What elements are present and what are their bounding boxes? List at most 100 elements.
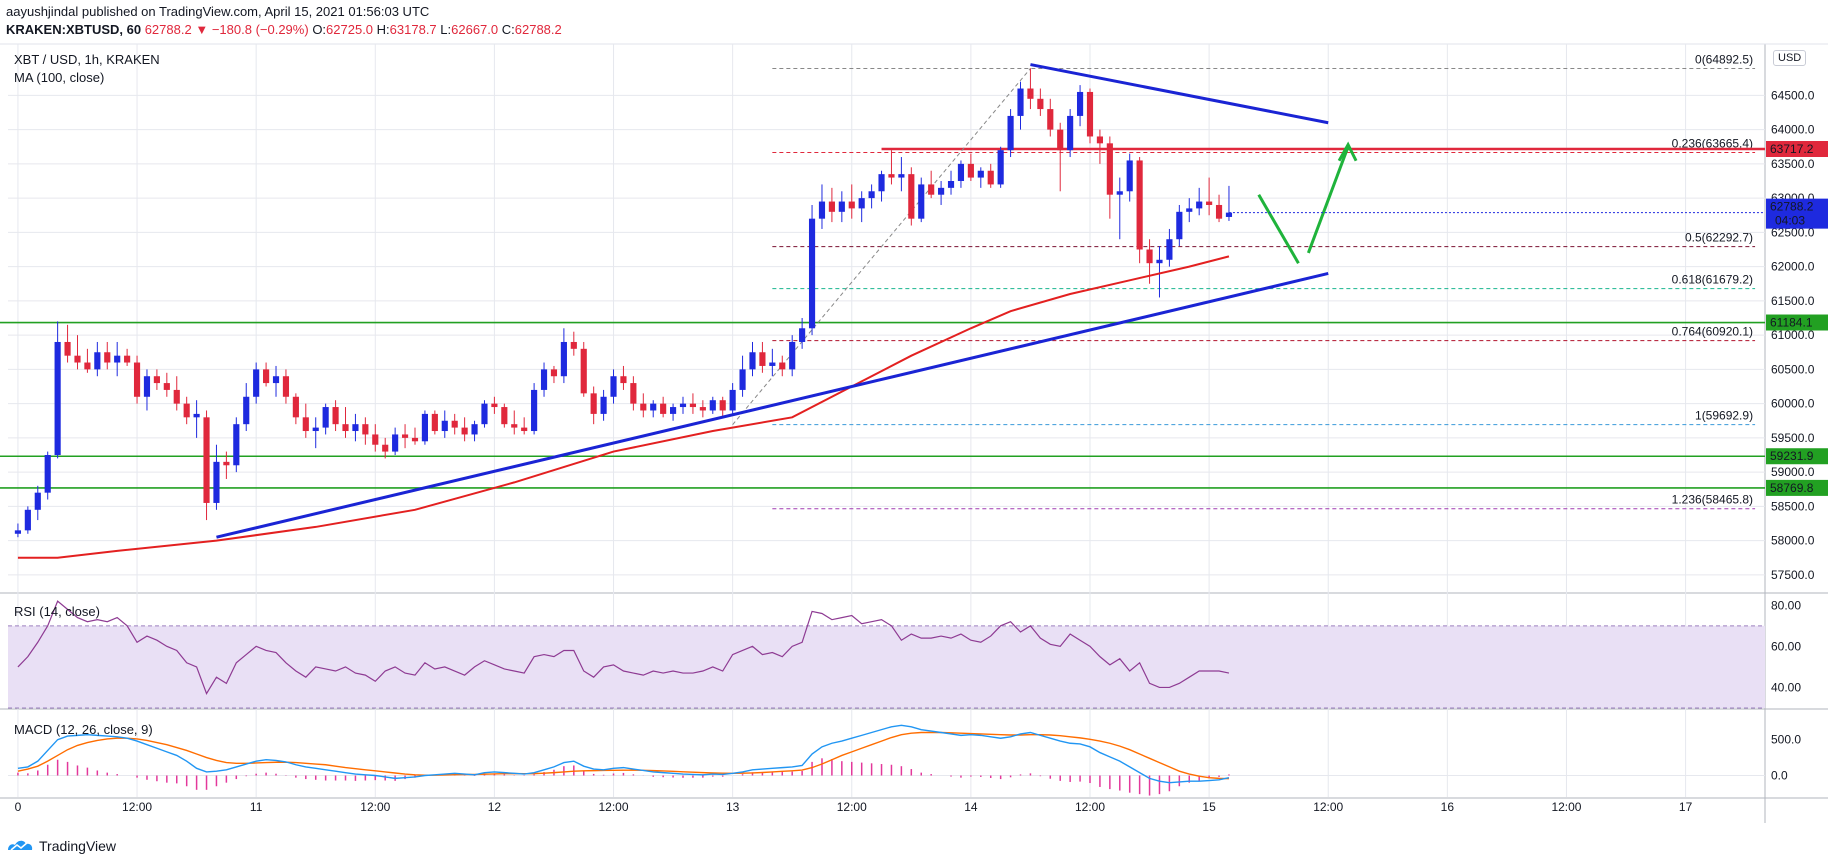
tradingview-footer[interactable]: TradingView — [6, 838, 116, 854]
fibonacci-level-label: 0.5(62292.7) — [1685, 231, 1753, 245]
time-tick-label: 12:00 — [599, 800, 629, 814]
macd-legend: MACD (12, 26, close, 9) — [14, 722, 153, 737]
price-level-tag-label: 63717.2 — [1770, 142, 1814, 156]
fibonacci-level-label: 0.236(63665.4) — [1672, 137, 1753, 151]
candle-body — [24, 509, 31, 531]
author-name[interactable]: aayushjindal — [6, 4, 79, 19]
candle-body — [1067, 115, 1074, 151]
candle-body — [580, 348, 587, 394]
price-change: −180.8 (−0.29%) — [211, 22, 309, 37]
time-tick-label: 12:00 — [1313, 800, 1343, 814]
candle-body — [1126, 160, 1133, 192]
candle-body — [193, 413, 200, 418]
price-level-tag-label: 61184.1 — [1770, 316, 1813, 330]
bar-countdown-label: 04:03 — [1775, 214, 1805, 228]
candle-body — [521, 427, 528, 432]
time-tick-label: 15 — [1202, 800, 1216, 814]
candle-body — [1225, 212, 1233, 217]
candle-body — [461, 427, 468, 435]
candle-body — [1136, 160, 1143, 250]
low-label: L: — [440, 22, 452, 37]
candle-body — [74, 355, 81, 363]
candle-body — [272, 376, 280, 384]
price-tick-label: 59000.0 — [1771, 465, 1815, 479]
candle-body — [1007, 115, 1014, 151]
last-price-value: 62788.2 — [144, 22, 192, 37]
candle-body — [600, 396, 607, 414]
candle-body — [94, 352, 101, 370]
candle-body — [1017, 88, 1024, 116]
candle-body — [848, 201, 855, 209]
price-tick-label: 59500.0 — [1771, 431, 1815, 445]
candle-body — [392, 434, 399, 452]
candle-body — [302, 417, 309, 432]
candle-body — [789, 341, 796, 370]
candle-body — [610, 376, 617, 397]
candle-body — [411, 437, 419, 442]
candle-body — [560, 341, 567, 377]
price-tick-label: 64500.0 — [1771, 88, 1815, 102]
price-tick-label: 63500.0 — [1771, 157, 1815, 171]
fibonacci-level-label: 0(64892.5) — [1695, 52, 1753, 66]
candle-body — [868, 191, 875, 199]
candle-body — [401, 434, 409, 438]
macd-signal-line — [17, 731, 1229, 780]
time-tick-label: 12:00 — [837, 800, 867, 814]
candle-body — [987, 170, 994, 185]
price-tick-label: 57500.0 — [1771, 568, 1815, 582]
candle-body — [977, 170, 984, 178]
price-tick-label: 62500.0 — [1771, 225, 1815, 239]
candle-body — [531, 389, 538, 432]
last-price-tag — [1766, 198, 1828, 229]
price-tick-label: 62000.0 — [1771, 260, 1815, 274]
candle-body — [491, 403, 498, 408]
fibonacci-level-label: 0.618(61679.2) — [1672, 273, 1753, 287]
candle-body — [1076, 91, 1084, 116]
candle-body — [312, 427, 319, 432]
chart-title: XBT / USD, 1h, KRAKEN — [14, 52, 160, 67]
time-tick-label: 17 — [1679, 800, 1693, 814]
macd-tick-label: 500.0 — [1771, 733, 1801, 747]
candle-body — [947, 181, 955, 188]
candle-body — [997, 150, 1004, 185]
rsi-tick-label: 60.00 — [1771, 639, 1801, 653]
candle-body — [1156, 259, 1163, 264]
time-tick-label: 14 — [964, 800, 978, 814]
candle-body — [808, 218, 816, 329]
candle-body — [431, 413, 438, 432]
currency-label[interactable]: USD — [1773, 50, 1807, 66]
candle-body — [719, 400, 726, 411]
candle-body — [640, 403, 647, 411]
candle-body — [1146, 249, 1153, 264]
candle-body — [749, 352, 756, 370]
candle-body — [898, 174, 905, 178]
candle-body — [282, 376, 290, 397]
candle-body — [44, 455, 51, 493]
candle-body — [1096, 136, 1103, 144]
candle-body — [223, 461, 230, 466]
candle-body — [54, 341, 61, 455]
open-value: 62725.0 — [326, 22, 374, 37]
candle-body — [451, 420, 458, 428]
candle-body — [133, 362, 141, 397]
candle-body — [1206, 201, 1213, 205]
candle-body — [421, 413, 428, 442]
candle-body — [1176, 211, 1183, 240]
ma-legend: MA (100, close) — [14, 70, 105, 85]
candle-body — [818, 201, 826, 219]
candle-body — [143, 376, 151, 397]
time-tick-label: 12:00 — [122, 800, 152, 814]
candle-body — [263, 369, 270, 384]
candle-body — [34, 492, 41, 510]
candle-body — [550, 369, 558, 377]
time-tick-label: 12:00 — [360, 800, 390, 814]
price-tick-label: 60500.0 — [1771, 362, 1815, 376]
candle-body — [1166, 239, 1173, 260]
price-tick-label: 61000.0 — [1771, 328, 1815, 342]
time-tick-label: 11 — [250, 800, 263, 814]
candle-body — [183, 403, 190, 418]
candle-body — [918, 184, 925, 219]
tradingview-brand: TradingView — [39, 838, 117, 854]
publish-info: published on TradingView.com, April 15, … — [81, 4, 430, 19]
